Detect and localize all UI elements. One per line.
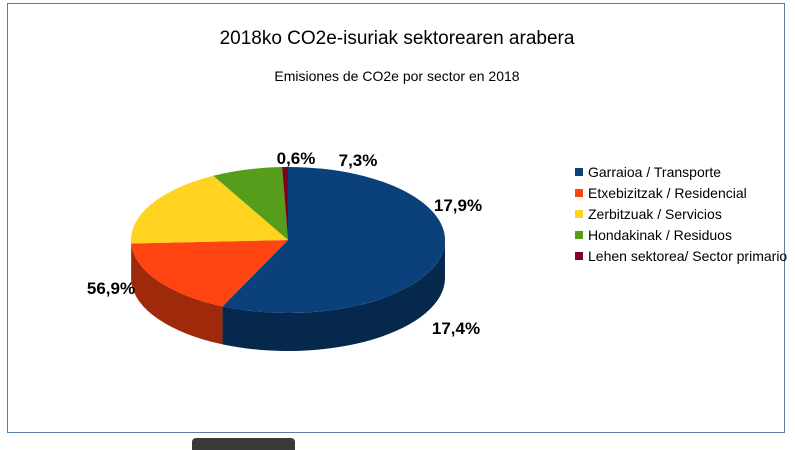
legend-label-2: Zerbitzuak / Servicios xyxy=(588,206,722,222)
pie-chart: 56,9% 17,4% 17,9% 7,3% 0,6% xyxy=(8,4,568,434)
slice-label-1: 17,4% xyxy=(432,319,480,338)
slice-label-2: 17,9% xyxy=(434,196,482,215)
legend-item-0: Garraioa / Transporte xyxy=(575,165,790,180)
legend-swatch-1 xyxy=(575,189,583,197)
legend-swatch-4 xyxy=(575,252,583,260)
slice-label-3: 7,3% xyxy=(339,151,378,170)
legend-label-0: Garraioa / Transporte xyxy=(588,164,721,180)
legend-label-4: Lehen sektorea/ Sector primario xyxy=(588,248,787,264)
slice-label-4: 0,6% xyxy=(277,149,316,168)
bottom-tab[interactable] xyxy=(192,438,295,450)
slice-label-0: 56,9% xyxy=(87,279,135,298)
legend-swatch-2 xyxy=(575,210,583,218)
chart-frame: 2018ko CO2e-isuriak sektorearen arabera … xyxy=(7,3,785,433)
legend-item-3: Hondakinak / Residuos xyxy=(575,228,790,243)
legend-swatch-3 xyxy=(575,231,583,239)
legend-label-3: Hondakinak / Residuos xyxy=(588,227,732,243)
legend-item-4: Lehen sektorea/ Sector primario xyxy=(575,249,790,264)
legend-item-1: Etxebizitzak / Residencial xyxy=(575,186,790,201)
legend: Garraioa / Transporte Etxebizitzak / Resi… xyxy=(575,165,790,270)
legend-swatch-0 xyxy=(575,168,583,176)
legend-label-1: Etxebizitzak / Residencial xyxy=(588,185,747,201)
legend-item-2: Zerbitzuak / Servicios xyxy=(575,207,790,222)
